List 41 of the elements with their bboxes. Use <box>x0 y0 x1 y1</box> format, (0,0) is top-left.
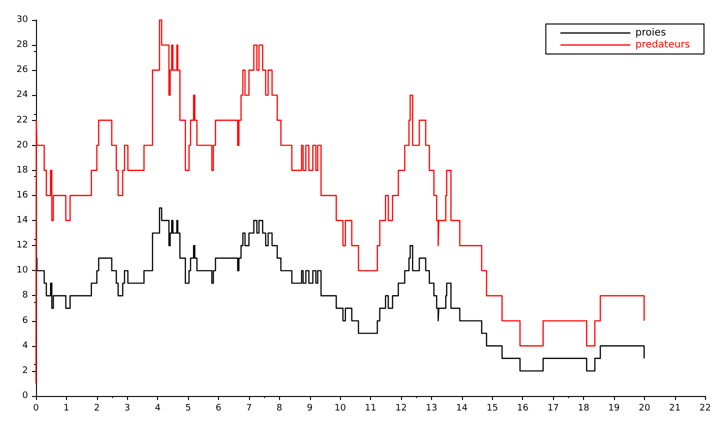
y-tick-label: 2 <box>22 366 28 376</box>
x-tick-label: 9 <box>306 404 313 414</box>
x-tick-label: 5 <box>185 404 191 414</box>
y-tick-label: 20 <box>16 140 28 150</box>
y-tick-label: 18 <box>16 165 28 176</box>
y-tick-label: 30 <box>16 15 28 25</box>
x-tick-label: 19 <box>608 404 620 414</box>
x-tick-label: 10 <box>334 404 346 414</box>
x-tick-label: 0 <box>33 404 40 414</box>
y-tick-label: 10 <box>16 266 28 276</box>
x-tick-label: 1 <box>64 404 70 414</box>
x-tick-label: 14 <box>456 404 468 414</box>
x-tick-label: 20 <box>638 404 650 414</box>
x-tick-label: 3 <box>124 404 130 414</box>
x-tick-label: 21 <box>669 404 681 414</box>
y-tick-label: 12 <box>16 240 28 251</box>
x-tick-label: 7 <box>246 404 252 414</box>
x-tick-label: 13 <box>426 404 438 414</box>
y-tick-label: 0 <box>22 391 28 401</box>
y-tick-label: 16 <box>16 190 28 200</box>
y-tick-label: 6 <box>22 316 28 326</box>
x-tick-label: 2 <box>94 404 100 414</box>
x-tick-label: 11 <box>364 404 376 414</box>
x-tick-label: 17 <box>547 404 559 414</box>
text: proies <box>635 28 666 38</box>
x-tick-label: 18 <box>578 404 590 414</box>
y-tick-label: 22 <box>16 115 28 126</box>
x-tick-label: 6 <box>216 404 222 414</box>
x-tick-label: 16 <box>517 404 529 414</box>
x-tick-label: 12 <box>395 404 407 414</box>
x-tick-label: 22 <box>700 404 711 414</box>
y-tick-label: 24 <box>16 90 28 100</box>
y-tick-label: 14 <box>16 216 28 226</box>
y-tick-label: 26 <box>16 65 28 76</box>
x-tick-label: 4 <box>154 404 161 414</box>
text: predateurs <box>635 40 690 50</box>
y-tick-label: 28 <box>16 40 28 50</box>
y-tick-label: 4 <box>22 340 28 351</box>
x-tick-label: 15 <box>486 404 498 414</box>
x-tick-label: 8 <box>276 404 283 414</box>
y-tick-label: 8 <box>22 290 28 301</box>
